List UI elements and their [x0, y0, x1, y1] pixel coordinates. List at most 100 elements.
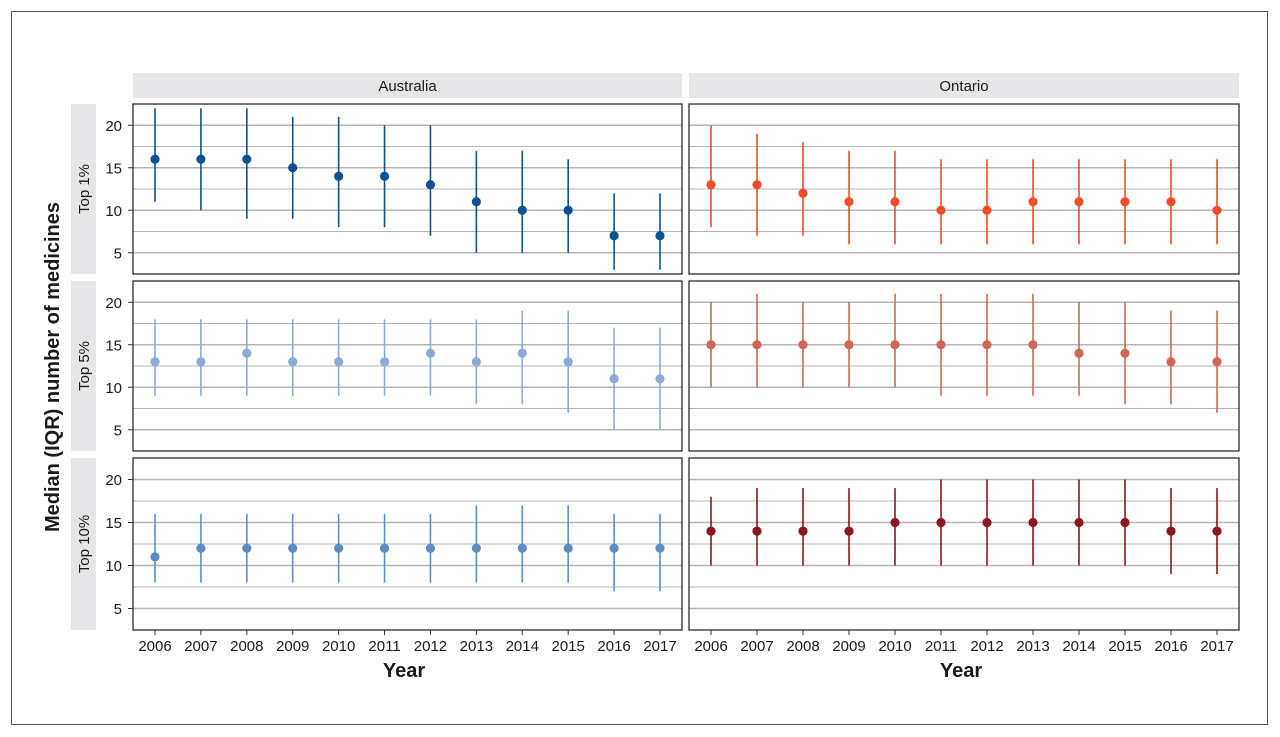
- median-point-2006: [706, 340, 716, 350]
- median-point-2008: [798, 188, 808, 198]
- median-point-2006: [150, 154, 160, 164]
- x-tick-label: 2006: [694, 638, 727, 655]
- x-axis-ticks: 2006 2007 2008 2009 2010 2011 2012 2013 2014 2015…: [138, 630, 1234, 655]
- y-tick-label: 15: [105, 337, 122, 354]
- median-point-2015: [1120, 197, 1130, 207]
- median-point-2017: [655, 231, 665, 241]
- strip-australia: [133, 73, 682, 98]
- column-strips: Australia Ontario: [133, 73, 1239, 98]
- y-tick-label: 5: [114, 601, 122, 618]
- median-point-2013: [471, 357, 481, 367]
- median-point-2011: [379, 357, 390, 367]
- y-tick-label: 10: [105, 203, 122, 220]
- strip-label-top1: Top 1%: [76, 164, 93, 214]
- median-point-2010: [334, 357, 344, 367]
- y-tick-label: 15: [105, 515, 122, 532]
- x-tick-label: 2014: [1062, 638, 1095, 655]
- panel-border: [688, 103, 1240, 275]
- x-tick-label: 2012: [414, 638, 447, 655]
- panel-border: [688, 457, 1240, 631]
- strip-top5: [71, 281, 96, 451]
- median-point-2014: [1074, 197, 1084, 207]
- median-point-2006: [150, 552, 160, 562]
- x-tick-label: 2016: [597, 638, 630, 655]
- x-tick-label: 2015: [1108, 638, 1141, 655]
- median-point-2008: [798, 526, 808, 536]
- median-point-2015: [563, 543, 573, 553]
- median-point-2011: [379, 543, 390, 553]
- median-point-2013: [1028, 517, 1038, 528]
- strip-top10: [71, 458, 96, 630]
- median-point-2008: [242, 154, 252, 164]
- y-tick-label: 5: [114, 422, 122, 439]
- median-point-2012: [425, 348, 436, 358]
- strip-ontario: [689, 73, 1239, 98]
- x-tick-label: 2013: [460, 638, 493, 655]
- x-tick-label: 2017: [643, 638, 676, 655]
- median-point-2011: [936, 205, 946, 215]
- median-point-2014: [1074, 348, 1084, 358]
- y-tick-label: 20: [105, 295, 122, 312]
- median-point-2007: [196, 154, 206, 164]
- y-tick-label: 10: [105, 380, 122, 397]
- median-point-2015: [563, 357, 573, 367]
- y-tick-label: 20: [105, 472, 122, 489]
- panel-ontario-top-1: [688, 103, 1240, 275]
- median-point-2007: [196, 357, 206, 367]
- median-point-2015: [563, 205, 573, 215]
- median-point-2012: [982, 517, 992, 528]
- median-point-2011: [379, 171, 390, 181]
- strip-label-ontario: Ontario: [939, 78, 988, 95]
- median-point-2008: [242, 543, 252, 553]
- median-point-2016: [609, 231, 619, 241]
- median-point-2009: [844, 526, 854, 536]
- median-point-2017: [655, 543, 665, 553]
- x-tick-label: 2012: [970, 638, 1003, 655]
- median-point-2007: [752, 340, 762, 350]
- median-point-2013: [1028, 197, 1038, 207]
- x-tick-label: 2008: [230, 638, 263, 655]
- row-strips: Top 1% Top 5% Top 10%: [71, 104, 96, 630]
- median-point-2010: [334, 171, 344, 181]
- median-point-2011: [936, 517, 946, 528]
- median-point-2009: [844, 197, 854, 207]
- median-point-2017: [655, 374, 665, 384]
- strip-label-top10: Top 10%: [76, 515, 93, 573]
- median-point-2016: [1166, 357, 1176, 367]
- x-tick-label: 2009: [832, 638, 865, 655]
- median-point-2006: [706, 526, 716, 536]
- x-tick-label: 2013: [1016, 638, 1049, 655]
- panel-border: [132, 457, 683, 631]
- median-point-2009: [288, 163, 298, 173]
- x-tick-label: 2009: [276, 638, 309, 655]
- y-tick-label: 10: [105, 558, 122, 575]
- panels: [132, 103, 1240, 631]
- median-point-2012: [982, 205, 992, 215]
- panel-australia-top-5: [132, 280, 683, 452]
- median-point-2014: [517, 205, 527, 215]
- panel-border: [688, 280, 1240, 452]
- median-point-2009: [288, 357, 298, 367]
- panel-ontario-top-10: [688, 457, 1240, 631]
- median-point-2016: [609, 543, 619, 553]
- median-point-2013: [471, 543, 481, 553]
- x-axis-title-ontario: Year: [940, 660, 982, 682]
- x-tick-label: 2015: [551, 638, 584, 655]
- y-tick-label: 20: [105, 118, 122, 135]
- median-point-2008: [242, 348, 252, 358]
- strip-label-top5: Top 5%: [76, 341, 93, 391]
- x-tick-label: 2011: [925, 638, 957, 655]
- panel-border: [132, 280, 683, 452]
- x-tick-label: 2016: [1154, 638, 1187, 655]
- median-point-2015: [1120, 517, 1130, 528]
- panel-australia-top-10: [132, 457, 683, 631]
- median-point-2007: [752, 180, 762, 190]
- y-tick-label: 5: [114, 245, 122, 262]
- median-point-2007: [752, 526, 762, 536]
- panel-ontario-top-5: [688, 280, 1240, 452]
- x-tick-label: 2010: [878, 638, 911, 655]
- median-point-2013: [471, 197, 481, 207]
- y-tick-label: 15: [105, 160, 122, 177]
- median-point-2017: [1212, 357, 1222, 367]
- median-point-2015: [1120, 348, 1130, 358]
